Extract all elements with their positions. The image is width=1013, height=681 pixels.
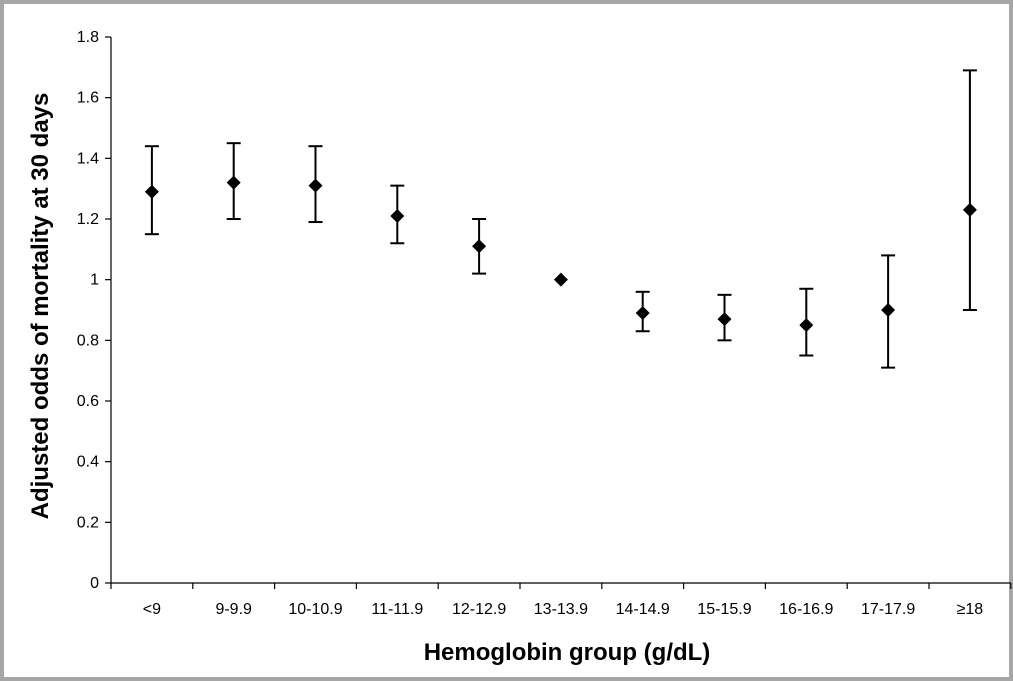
data-point: [553, 272, 568, 287]
x-tick-label: 12-12.9: [452, 601, 506, 618]
x-tick-label: 14-14.9: [616, 601, 670, 618]
y-tick-label: 1.4: [77, 150, 99, 167]
series: [144, 69, 977, 369]
data-point: [226, 175, 241, 190]
x-tick-label: 16-16.9: [779, 601, 833, 618]
y-tick-label: 0.6: [77, 393, 99, 410]
y-axis-title: Adjusted odds of mortality at 30 days: [27, 93, 54, 520]
y-tick-label: 1.2: [77, 211, 99, 228]
x-tick-label: 17-17.9: [861, 601, 915, 618]
y-axis: 0 0.2 0.4 0.6 0.8 1 1.2 1.4 1.6 1.8: [77, 29, 112, 592]
x-tick-label: 15-15.9: [697, 601, 751, 618]
y-tick-label: 1.6: [77, 90, 99, 107]
data-point: [717, 312, 732, 327]
data-point: [881, 303, 896, 317]
x-axis: <9 9-9.9 10-10.9 11-11.9 12-12.9 13-13.9 14-14…: [110, 582, 1012, 618]
data-point: [799, 318, 814, 333]
x-tick-label: ≥18: [957, 601, 984, 618]
data-point: [962, 202, 977, 217]
x-tick-label: 13-13.9: [534, 601, 588, 618]
data-point: [390, 208, 405, 223]
x-tick-label: 11-11.9: [371, 601, 423, 618]
x-axis-title: Hemoglobin group (g/dL): [424, 639, 711, 666]
x-tick-label: <9: [143, 601, 161, 618]
y-tick-label: 1: [90, 272, 99, 289]
data-point: [308, 178, 323, 193]
y-tick-label: 0.4: [77, 454, 99, 471]
x-tick-label: 10-10.9: [288, 601, 342, 618]
y-tick-label: 0.8: [77, 332, 99, 349]
x-tick-label: 9-9.9: [215, 601, 252, 618]
data-point: [635, 306, 650, 321]
data-point: [472, 239, 487, 254]
data-point: [144, 184, 159, 199]
y-tick-label: 1.8: [77, 29, 99, 46]
y-tick-label: 0.2: [77, 514, 99, 531]
y-tick-label: 0: [90, 575, 99, 592]
